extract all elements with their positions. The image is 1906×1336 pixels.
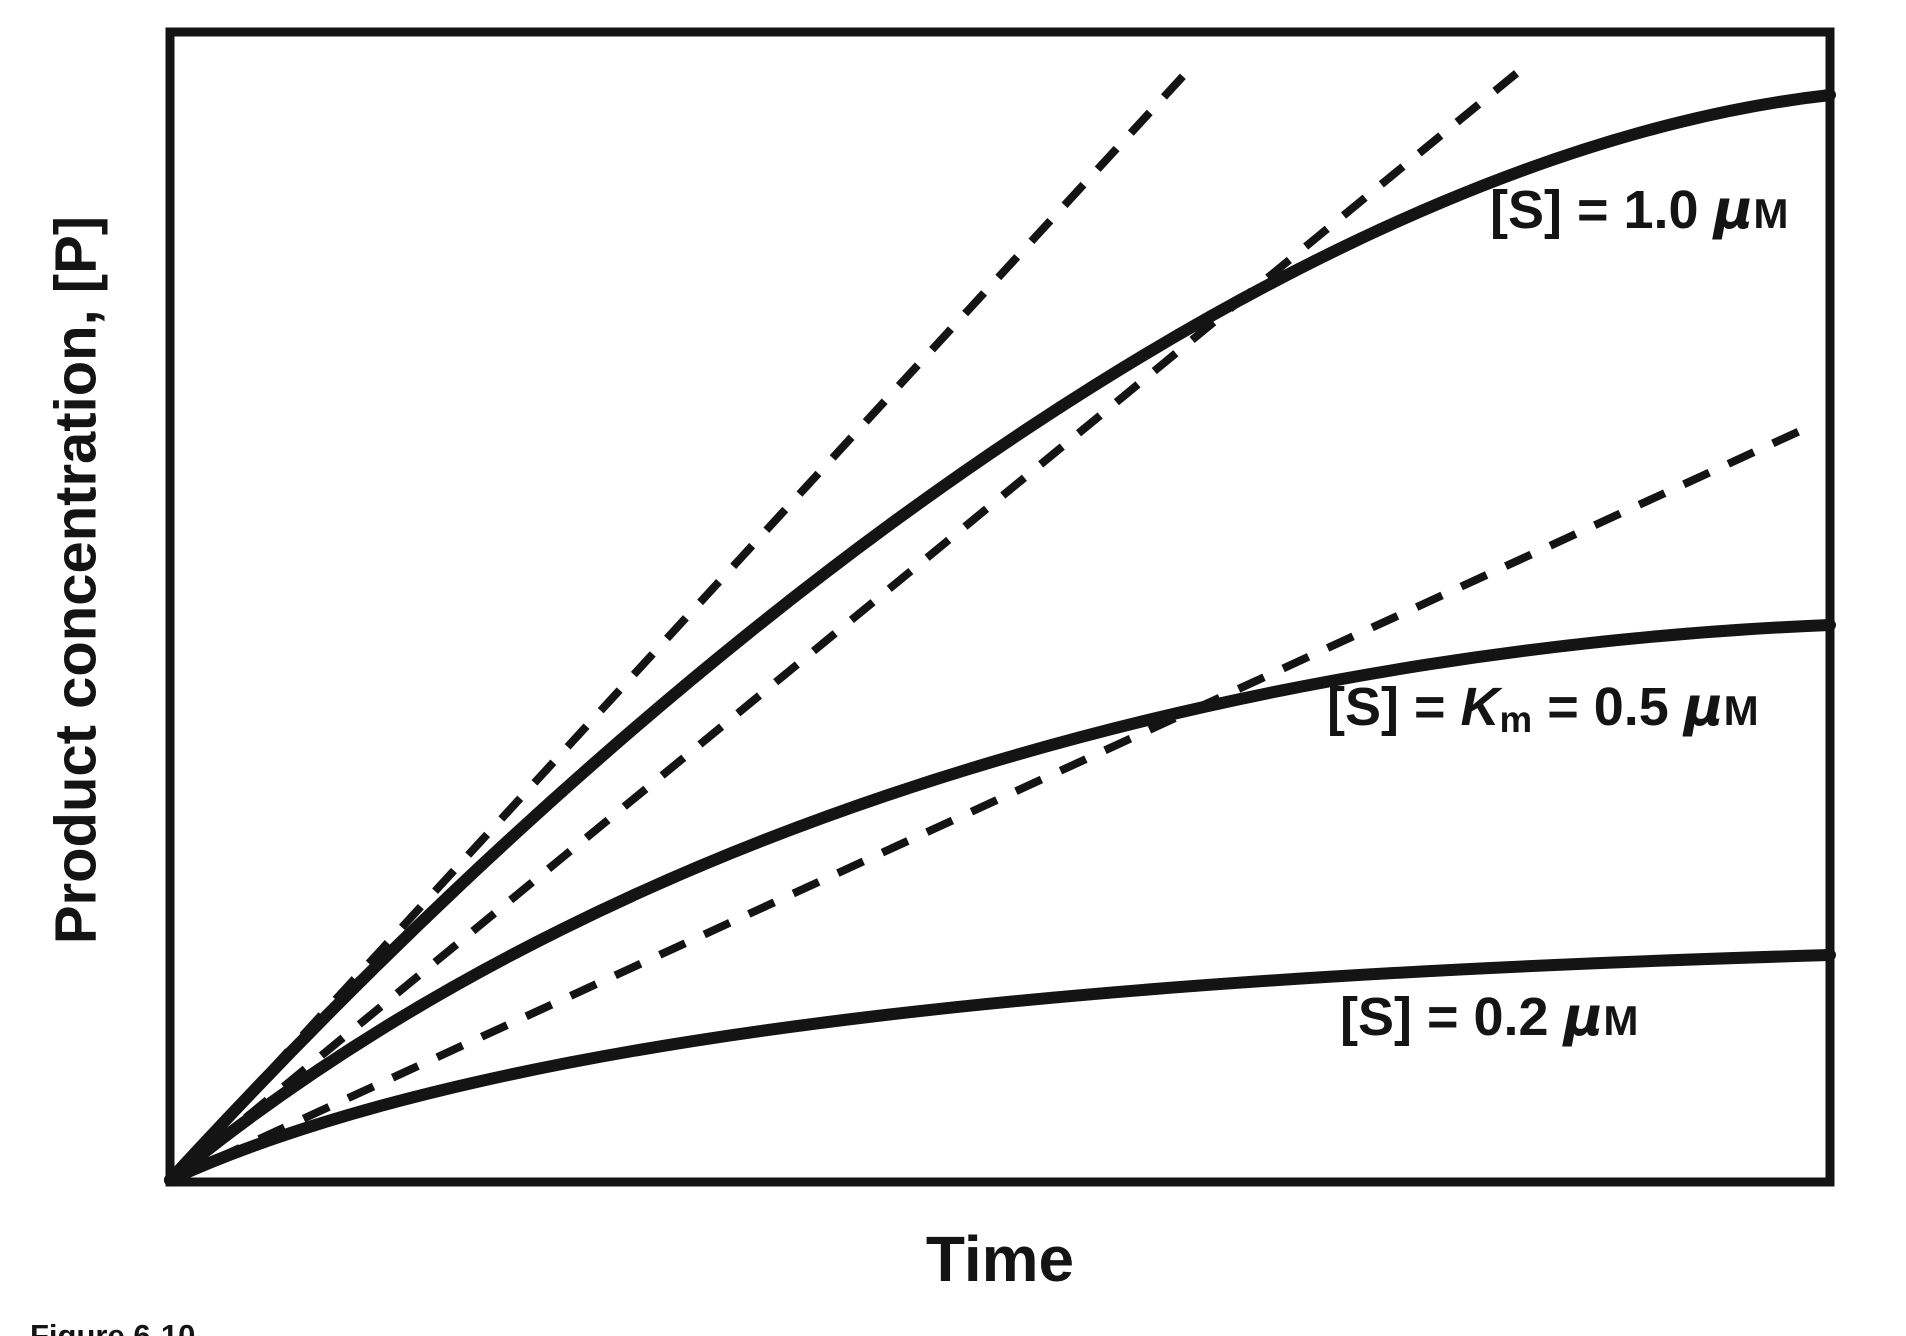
curve-label-s-0.2: [S] = 0.2 μM: [1340, 990, 1638, 1048]
mu-symbol: μ: [1683, 675, 1724, 738]
curve-label-text: [S] =: [1327, 677, 1461, 737]
molar-unit: M: [1753, 190, 1789, 237]
km-symbol: K: [1460, 677, 1500, 737]
curve-label-text: [S] = 1.0: [1490, 180, 1714, 240]
x-axis-label: Time: [925, 1223, 1075, 1295]
curve-label-text: [S] = 0.2: [1340, 987, 1564, 1047]
mu-symbol: μ: [1713, 178, 1754, 241]
progress-curve-s-1.0: [164, 89, 1836, 1186]
plot-frame: [165, 27, 1835, 1187]
km-subscript: m: [1499, 698, 1533, 740]
figure-caption: Figure 6-10: [30, 1318, 196, 1336]
molar-unit: M: [1723, 687, 1759, 734]
progress-curve-s-0.5: [164, 619, 1836, 1186]
y-axis-label: Product concentration, [P]: [43, 215, 109, 945]
curve-label-s-1.0: [S] = 1.0 μM: [1490, 183, 1788, 241]
initial-velocity-tangent-s-0.2: [168, 426, 1804, 1184]
molar-unit: M: [1603, 997, 1639, 1044]
curve-label-text: = 0.5: [1532, 677, 1684, 737]
mu-symbol: μ: [1563, 985, 1604, 1048]
initial-velocity-tangent-s-0.5: [167, 59, 1532, 1184]
curve-label-s-km-0.5: [S] = Km = 0.5 μM: [1327, 680, 1759, 740]
progress-curve-s-0.2: [164, 949, 1836, 1186]
